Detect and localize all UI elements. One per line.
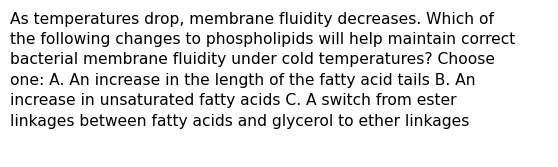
Text: As temperatures drop, membrane fluidity decreases. Which of
the following change: As temperatures drop, membrane fluidity … bbox=[10, 12, 515, 129]
